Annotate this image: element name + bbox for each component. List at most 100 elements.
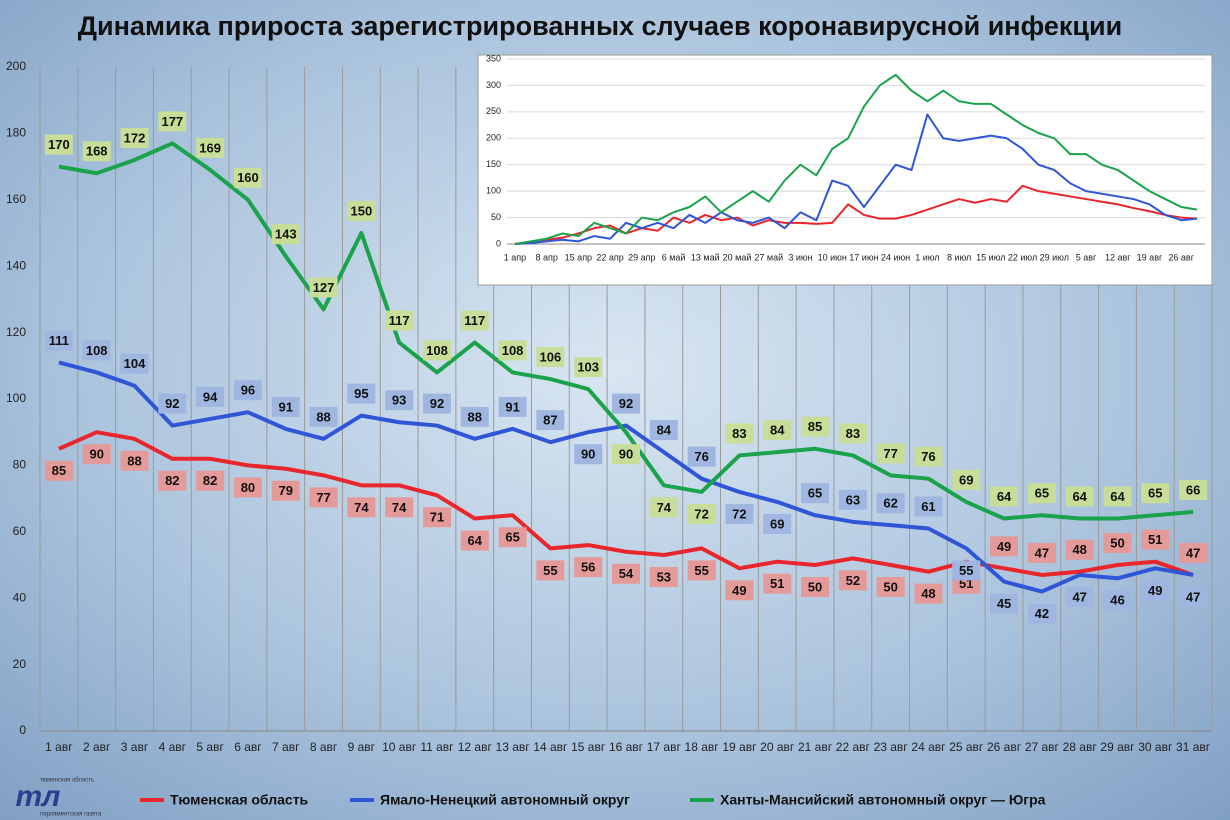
- data-label: 55: [959, 563, 973, 578]
- data-label-box: [725, 503, 754, 524]
- legend-label: Тюменская область: [170, 792, 309, 808]
- x-tick-label: 13 авг: [496, 740, 531, 754]
- y-tick-label: 50: [491, 212, 501, 222]
- x-tick-label: 8 апр: [535, 252, 557, 262]
- x-tick-label: 3 июн: [788, 252, 812, 262]
- data-label: 92: [430, 396, 444, 411]
- data-label: 108: [502, 343, 524, 358]
- x-tick-label: 8 июл: [947, 252, 971, 262]
- x-tick-label: 21 авг: [798, 740, 833, 754]
- data-label-box: [120, 450, 149, 471]
- data-label: 49: [1148, 583, 1162, 598]
- data-label: 92: [165, 396, 179, 411]
- data-label-box: [233, 167, 262, 188]
- data-label-box: [612, 563, 640, 584]
- data-label-box: [876, 443, 905, 464]
- data-label-box: [952, 469, 981, 490]
- data-label: 65: [1148, 486, 1162, 501]
- data-label: 88: [316, 409, 330, 424]
- x-tick-label: 22 авг: [836, 740, 871, 754]
- data-label-box: [612, 444, 640, 465]
- y-tick-label: 200: [6, 59, 26, 73]
- data-label-box: [649, 497, 678, 518]
- x-tick-label: 19 авг: [722, 740, 757, 754]
- x-tick-label: 17 авг: [647, 740, 682, 754]
- x-tick-label: 6 май: [662, 252, 686, 262]
- data-label-box: [233, 380, 262, 401]
- data-label: 92: [619, 396, 633, 411]
- data-label-box: [498, 340, 527, 361]
- data-label-box: [536, 410, 565, 431]
- data-label-box: [838, 570, 867, 591]
- data-label-box: [801, 577, 830, 597]
- data-label-box: [385, 497, 414, 518]
- x-tick-label: 25 авг: [949, 740, 984, 754]
- x-tick-label: 8 авг: [310, 740, 338, 754]
- data-label-box: [1103, 486, 1132, 507]
- data-label-box: [82, 444, 111, 465]
- data-label: 90: [581, 447, 595, 462]
- x-tick-label: 29 июл: [1040, 252, 1069, 262]
- data-label-box: [1103, 590, 1132, 611]
- x-tick-label: 10 июн: [818, 252, 847, 262]
- x-tick-label: 1 июл: [915, 252, 939, 262]
- data-label: 46: [1110, 593, 1124, 608]
- data-label: 64: [1110, 489, 1125, 504]
- data-label: 72: [732, 506, 746, 521]
- data-label-box: [536, 560, 565, 581]
- data-label: 49: [732, 583, 746, 598]
- data-label: 48: [1072, 542, 1086, 557]
- logo-top: тюменская область: [40, 778, 94, 784]
- data-label-box: [347, 497, 376, 518]
- data-label: 111: [49, 333, 69, 348]
- data-label-box: [82, 141, 111, 162]
- data-label-box: [422, 340, 451, 361]
- data-label-box: [385, 310, 414, 331]
- data-label-box: [347, 383, 376, 404]
- legend-label: Ямало-Ненецкий автономный округ: [380, 792, 630, 808]
- data-label: 83: [846, 426, 860, 441]
- data-label-box: [196, 470, 225, 491]
- x-tick-label: 9 авг: [348, 740, 376, 754]
- data-label-box: [498, 527, 527, 548]
- data-label: 150: [351, 203, 373, 218]
- data-label: 88: [127, 453, 141, 468]
- data-label-box: [44, 460, 73, 481]
- y-tick-label: 150: [486, 159, 501, 169]
- data-label-box: [1141, 529, 1170, 550]
- x-tick-label: 12 авг: [458, 740, 493, 754]
- data-label: 95: [354, 386, 368, 401]
- y-tick-label: 200: [486, 133, 501, 143]
- data-label-box: [952, 560, 981, 581]
- data-label: 66: [1186, 482, 1200, 497]
- data-label: 64: [1072, 489, 1087, 504]
- data-label-box: [1141, 483, 1170, 504]
- x-tick-label: 26 авг: [1168, 252, 1194, 262]
- data-label: 177: [161, 114, 183, 129]
- data-label: 172: [124, 130, 146, 145]
- data-label-box: [44, 330, 73, 351]
- data-label: 74: [392, 500, 407, 515]
- y-tick-label: 250: [486, 106, 501, 116]
- data-label-box: [1027, 603, 1056, 624]
- data-label-box: [422, 507, 451, 528]
- y-tick-label: 100: [486, 186, 501, 196]
- x-tick-label: 11 авг: [420, 740, 454, 754]
- data-label-box: [914, 446, 943, 467]
- x-tick-label: 3 авг: [121, 740, 149, 754]
- data-label-box: [876, 493, 905, 514]
- data-label-box: [649, 420, 678, 441]
- data-label-box: [536, 347, 565, 368]
- data-label: 65: [1035, 486, 1049, 501]
- data-label-box: [196, 386, 225, 407]
- x-tick-label: 17 июн: [849, 252, 878, 262]
- x-tick-label: 1 апр: [504, 252, 526, 262]
- x-tick-label: 22 апр: [596, 252, 623, 262]
- data-label: 71: [430, 510, 444, 525]
- data-label-box: [838, 423, 867, 444]
- x-tick-label: 13 май: [691, 252, 720, 262]
- data-label: 62: [883, 496, 897, 511]
- data-label: 103: [577, 359, 599, 374]
- data-label: 106: [540, 350, 562, 365]
- series-line: [514, 184, 1198, 245]
